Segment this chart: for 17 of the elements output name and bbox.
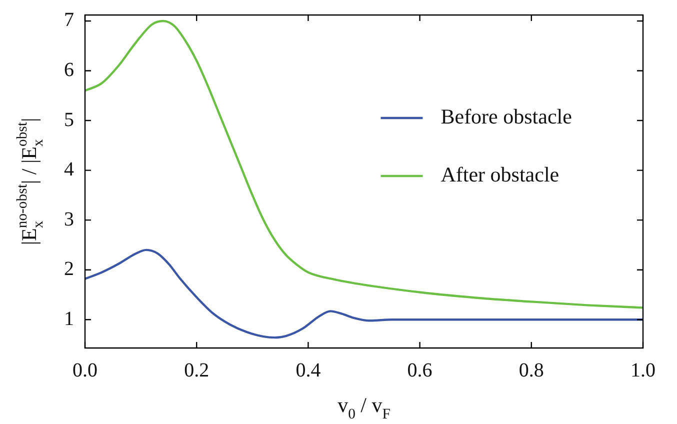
y-tick-label: 6	[64, 59, 74, 81]
x-tick-label: 0.6	[407, 359, 432, 382]
y-axis-title: |Exno-obst| / |Exobst|	[14, 118, 46, 246]
x-tick-label: 0.8	[518, 359, 544, 382]
x-tick-label: 0.4	[296, 359, 321, 382]
legend-label: Before obstacle	[440, 104, 572, 129]
y-tick-label: 4	[64, 158, 74, 181]
x-tick-label: 1.0	[630, 359, 656, 382]
y-tick-label: 7	[64, 9, 74, 32]
y-tick-label: 1	[64, 308, 74, 330]
y-tick-label: 3	[64, 208, 74, 230]
y-tick-label: 2	[64, 258, 74, 280]
x-tick-label: 0.0	[72, 359, 98, 382]
legend-label: After obstacle	[440, 162, 560, 187]
y-tick-label: 5	[64, 108, 74, 131]
line-series	[85, 248, 643, 339]
x-tick-label: 0.2	[184, 359, 210, 382]
